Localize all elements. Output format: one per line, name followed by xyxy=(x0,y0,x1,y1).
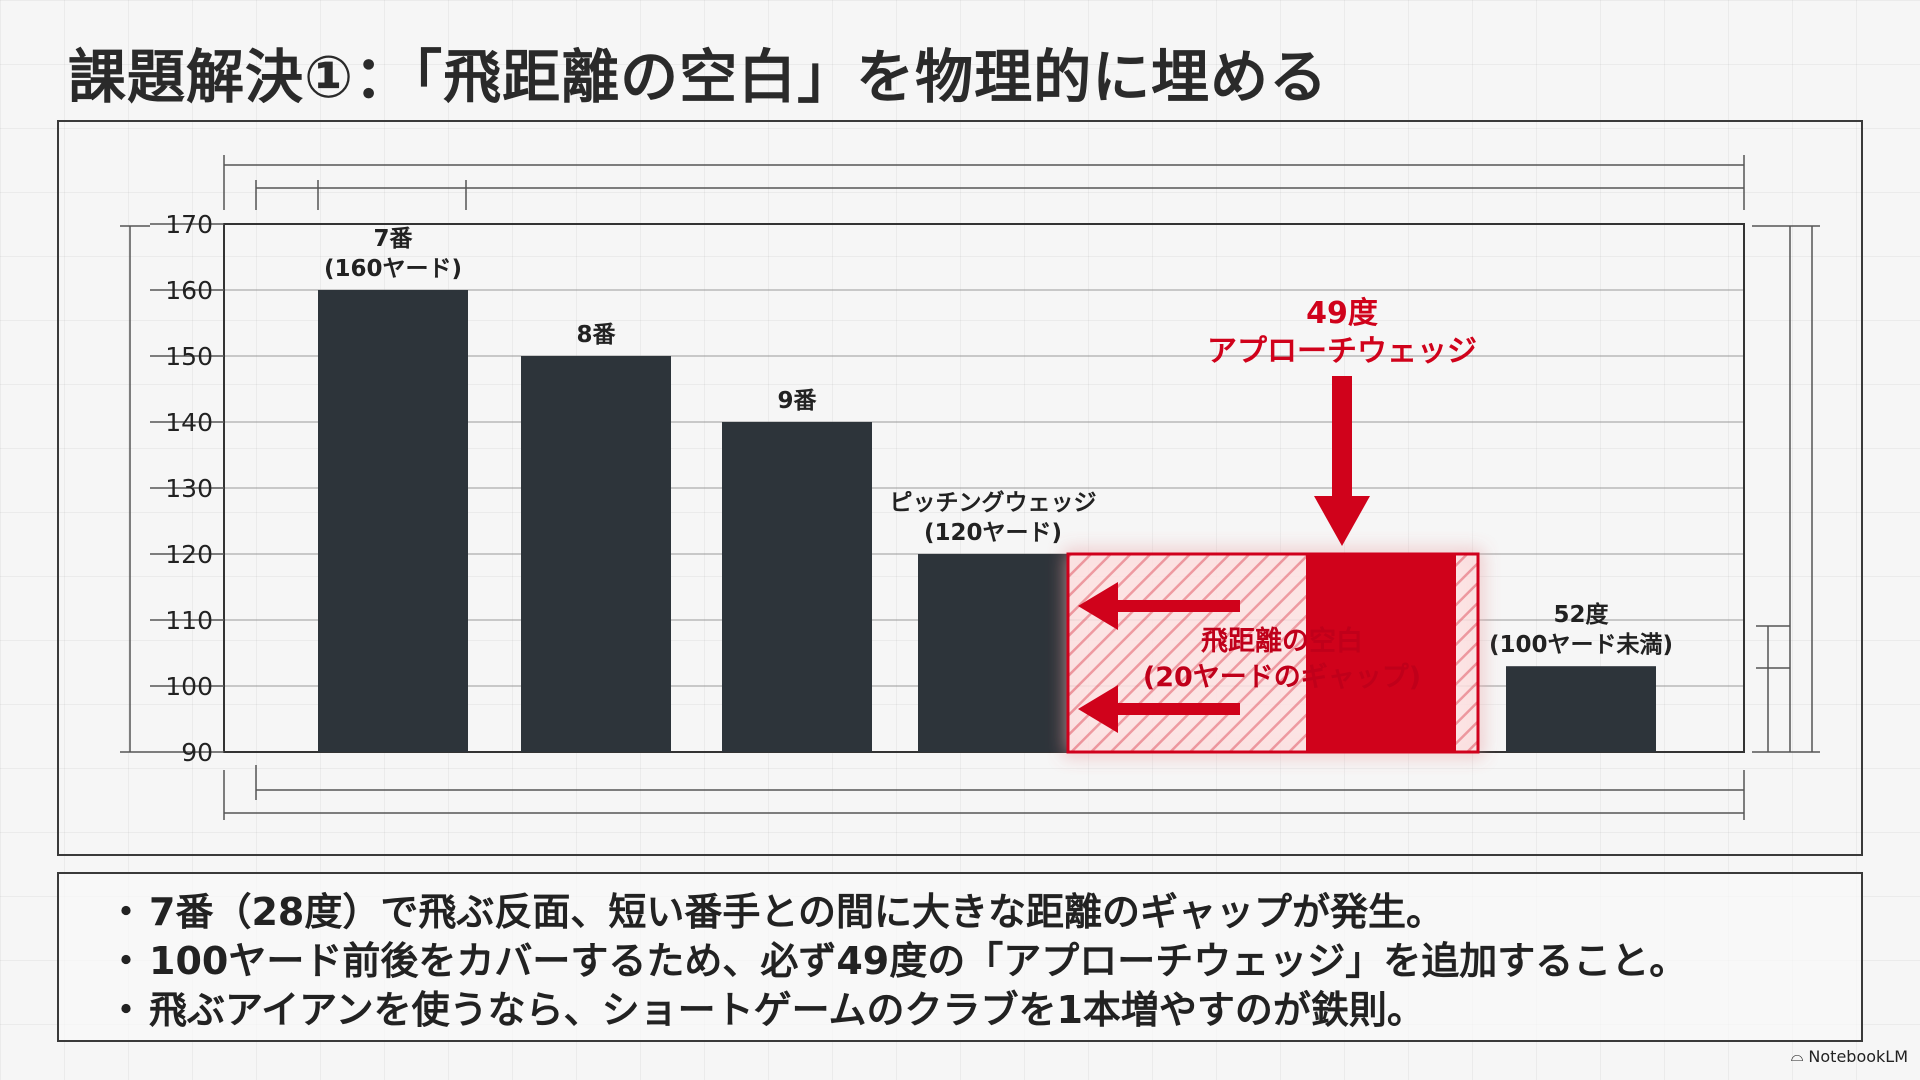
y-tick-label: 130 xyxy=(165,474,213,503)
bar-label: 52度(100ヤード未満) xyxy=(1489,601,1673,658)
y-axis: 90 100 110 120 130 140 150 160 170 xyxy=(150,210,224,767)
notes-box: 7番（28度）で飛ぶ反面、短い番手との間に大きな距離のギャップが発生。 100ヤ… xyxy=(57,872,1863,1042)
y-tick-label: 140 xyxy=(165,408,213,437)
chart-grid xyxy=(223,223,1745,753)
y-tick-label: 90 xyxy=(181,738,213,767)
gap-arrow-head xyxy=(1078,582,1118,630)
bar-label: 9番 xyxy=(777,388,817,414)
note-item: 飛ぶアイアンを使うなら、ショートゲームのクラブを1本増やすのが鉄則。 xyxy=(149,986,1861,1035)
gap-label: 飛距離の空白(20ヤードのギャップ) xyxy=(1143,625,1421,693)
wedge-annotation: 49度アプローチウェッジ xyxy=(1207,296,1477,546)
y-tick-label: 150 xyxy=(165,342,213,371)
bar-chart: 90 100 110 120 130 140 150 160 170 7番(160ヤード) 8番 9… xyxy=(120,155,1820,820)
bar xyxy=(722,422,872,752)
slide-title: 課題解決①：「飛距離の空白」を物理的に埋める xyxy=(68,43,1329,111)
brand-badge: ⌓ NotebookLM xyxy=(1791,1046,1908,1066)
y-tick-label: 100 xyxy=(165,672,213,701)
y-tick-label: 110 xyxy=(165,606,213,635)
annotation-arrow-shaft xyxy=(1332,376,1352,498)
gap-arrow-head xyxy=(1078,685,1118,733)
chart-frame xyxy=(57,120,1863,856)
y-tick-label: 160 xyxy=(165,276,213,305)
dimension-lines xyxy=(120,155,1820,820)
gap-arrow-shaft xyxy=(1110,703,1240,715)
distance-gap: 飛距離の空白(20ヤードのギャップ) xyxy=(1066,552,1480,754)
wedge-bar-highlight xyxy=(1306,554,1456,752)
notebooklm-icon: ⌓ xyxy=(1790,1046,1804,1065)
brand-label: NotebookLM xyxy=(1808,1046,1908,1066)
bar-label: 8番 xyxy=(576,322,616,348)
annotation-label: 49度アプローチウェッジ xyxy=(1207,296,1477,369)
bar xyxy=(521,356,671,752)
bar xyxy=(318,290,468,752)
annotation-arrow-head xyxy=(1314,496,1370,546)
bar-label: 7番(160ヤード) xyxy=(324,226,462,282)
y-tick-label: 120 xyxy=(165,540,213,569)
gap-arrow-shaft xyxy=(1110,600,1240,612)
note-item: 7番（28度）で飛ぶ反面、短い番手との間に大きな距離のギャップが発生。 xyxy=(149,888,1861,937)
bar-label: ピッチングウェッジ(120ヤード) xyxy=(890,489,1097,546)
y-tick-label: 170 xyxy=(165,210,213,239)
bar xyxy=(1506,666,1656,752)
note-item: 100ヤード前後をカバーするため、必ず49度の「アプローチウェッジ」を追加するこ… xyxy=(149,937,1861,986)
bar xyxy=(918,554,1068,752)
